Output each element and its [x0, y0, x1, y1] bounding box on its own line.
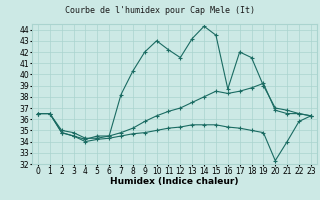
Text: Courbe de l'humidex pour Cap Mele (It): Courbe de l'humidex pour Cap Mele (It): [65, 6, 255, 15]
X-axis label: Humidex (Indice chaleur): Humidex (Indice chaleur): [110, 177, 239, 186]
